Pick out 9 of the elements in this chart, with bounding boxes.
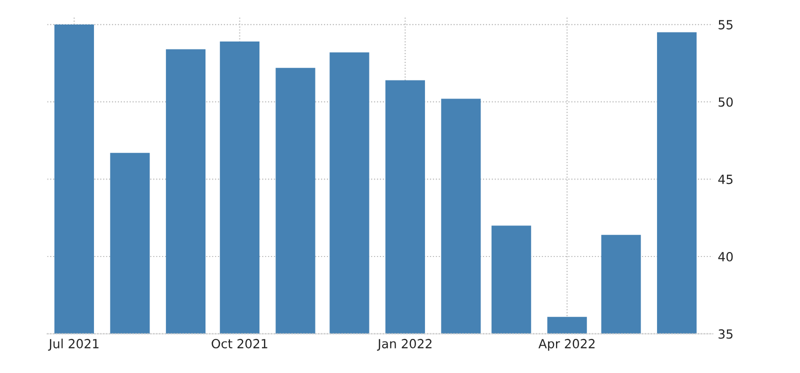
y-tick-label: 55 (718, 20, 732, 30)
x-tick-label: Jan 2022 (377, 338, 432, 351)
y-tick-label: 45 (718, 174, 732, 184)
y-tick-label: 35 (718, 329, 732, 339)
y-tick-label: 50 (718, 97, 733, 107)
x-tick-label: Oct 2021 (212, 338, 268, 348)
y-tick-label: 40 (718, 252, 733, 262)
x-tick-label: Apr 2022 (538, 338, 595, 351)
x-tick-label: Jul 2021 (48, 338, 98, 351)
